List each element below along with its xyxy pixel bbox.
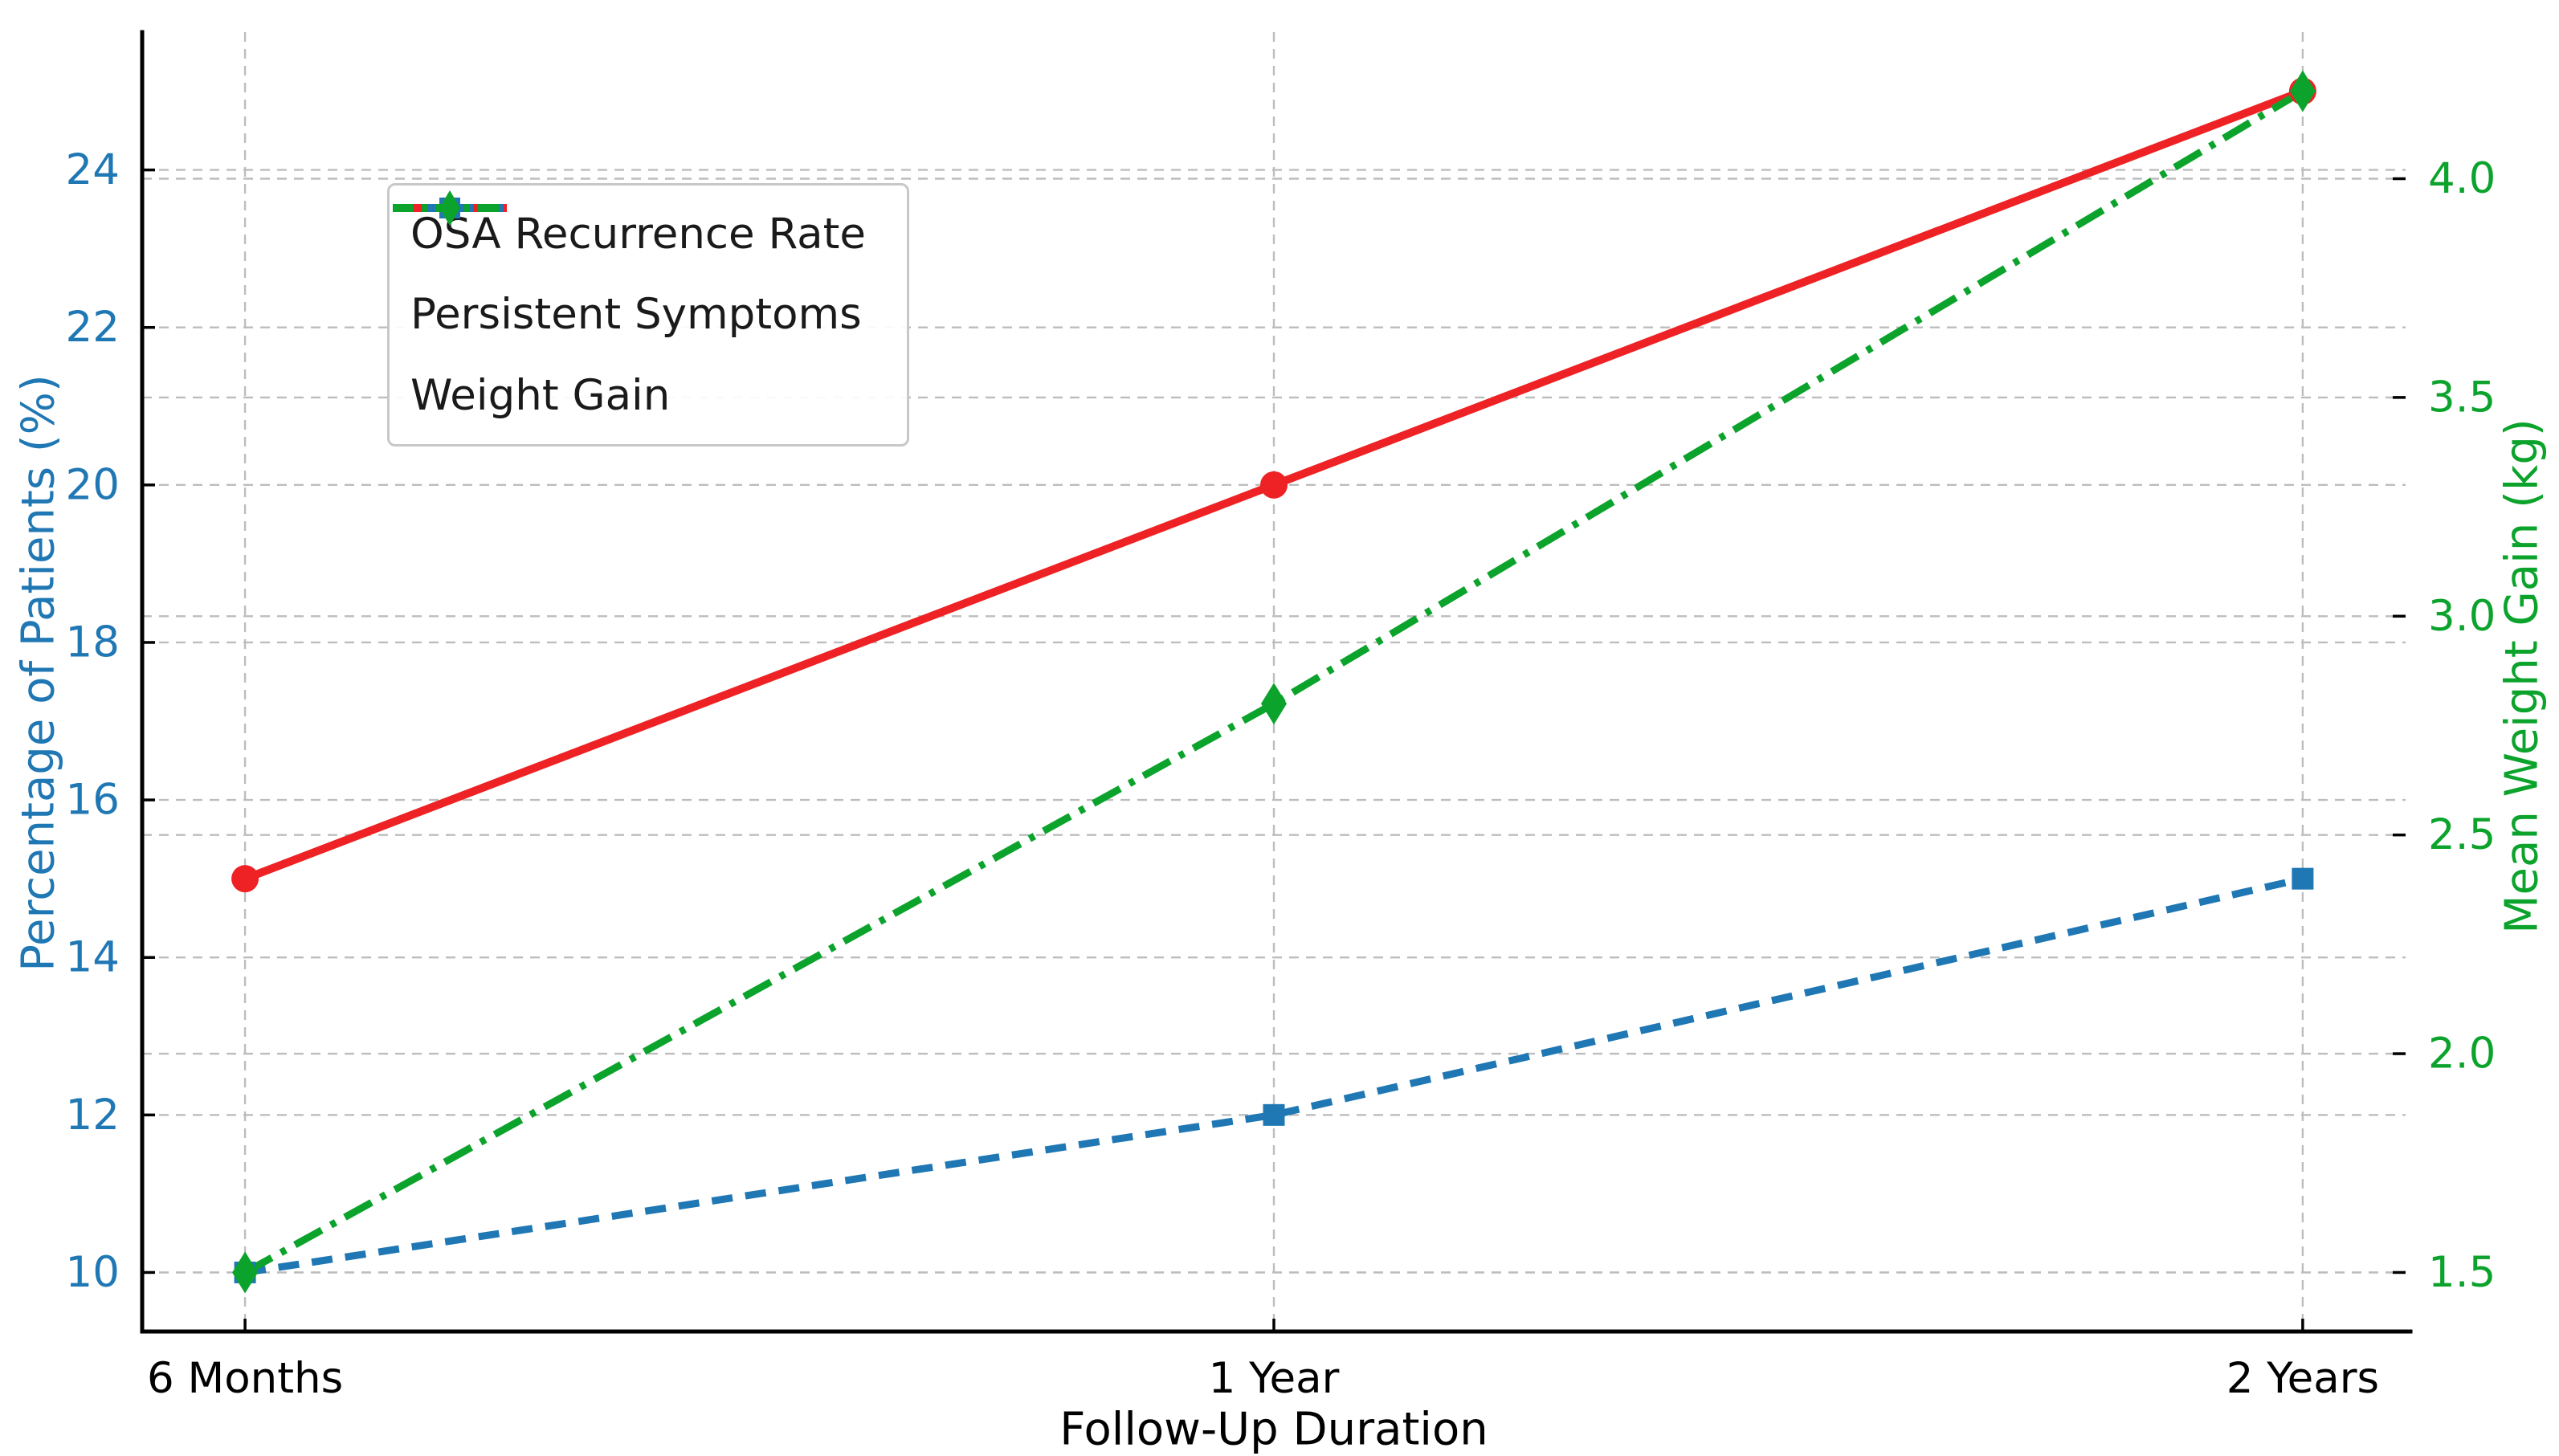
- left-y-tick-label: 18: [66, 618, 120, 667]
- x-tick-label: 2 Years: [2226, 1354, 2379, 1403]
- right-y-tick-label: 3.5: [2428, 373, 2496, 422]
- left-y-tick-label: 14: [66, 933, 120, 982]
- right-y-tick-label: 4.0: [2428, 154, 2496, 203]
- x-tick-label: 6 Months: [147, 1354, 343, 1403]
- right-y-tick-label: 1.5: [2428, 1248, 2496, 1297]
- legend-label: Weight Gain: [410, 371, 671, 421]
- right-y-axis-title: Mean Weight Gain (kg): [2496, 418, 2549, 934]
- data-point-persistent-symptoms: [1263, 1103, 1285, 1126]
- data-point-weight-gain: [1261, 683, 1287, 725]
- right-y-tick-label: 3.0: [2428, 592, 2496, 641]
- left-y-tick-label: 12: [66, 1091, 120, 1140]
- data-point-persistent-symptoms: [2292, 867, 2314, 890]
- x-tick-label: 1 Year: [1209, 1354, 1340, 1403]
- legend: OSA Recurrence Rate Persistent Symptoms We…: [387, 183, 909, 447]
- left-y-tick-label: 10: [66, 1248, 120, 1297]
- legend-item-persistent-symptoms: Persistent Symptoms: [393, 198, 886, 340]
- legend-label: Persistent Symptoms: [410, 290, 862, 340]
- right-y-tick-label: 2.5: [2428, 810, 2496, 859]
- left-y-axis-title: Percentage of Patients (%): [12, 374, 65, 972]
- series-line-persistent-symptoms: [244, 875, 2304, 1276]
- legend-sample-thin-diamond-icon: [393, 190, 507, 226]
- legend-item-osa-recurrence-rate: OSA Recurrence Rate: [393, 197, 886, 259]
- x-axis-title: Follow-Up Duration: [1059, 1403, 1488, 1456]
- data-point-weight-gain: [232, 1251, 259, 1294]
- left-y-tick-label: 22: [66, 303, 120, 352]
- data-point-weight-gain: [2289, 70, 2316, 112]
- left-y-tick-label: 24: [66, 145, 120, 194]
- legend-item-weight-gain: Weight Gain: [393, 190, 886, 421]
- data-point-osa-recurrence-rate: [231, 865, 259, 893]
- legend-label: OSA Recurrence Rate: [410, 209, 867, 259]
- legend-marker-thin-diamond: [439, 190, 460, 226]
- left-y-tick-label: 20: [66, 460, 120, 509]
- left-y-tick-label: 16: [66, 776, 120, 825]
- right-y-tick-label: 2.0: [2428, 1030, 2496, 1079]
- data-point-osa-recurrence-rate: [1260, 471, 1288, 499]
